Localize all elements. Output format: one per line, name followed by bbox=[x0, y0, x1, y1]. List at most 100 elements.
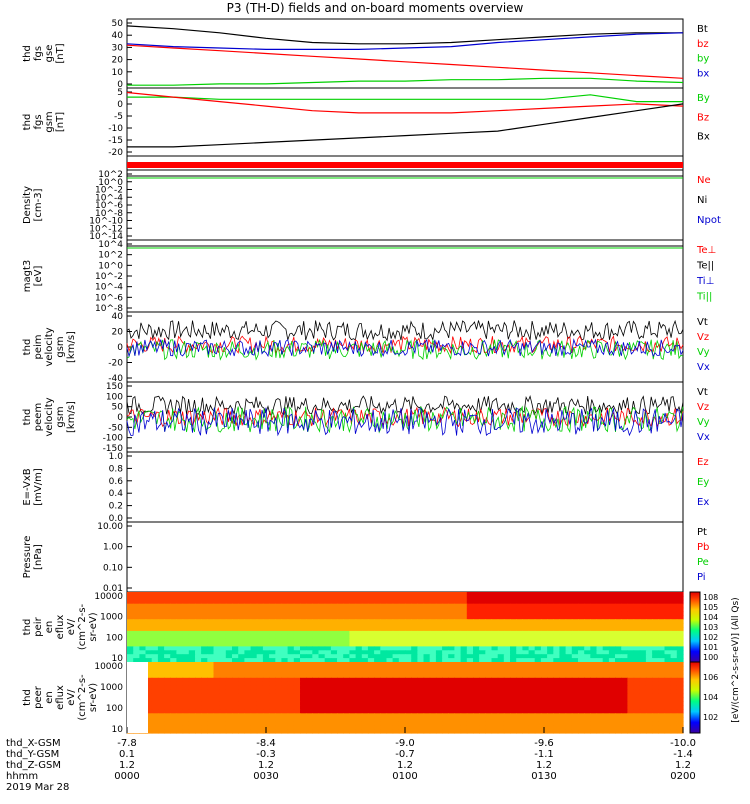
heatmap-cell bbox=[578, 709, 585, 714]
heatmap-cell bbox=[232, 611, 239, 616]
heatmap-cell bbox=[466, 709, 474, 714]
y-tick-label: 10^-12 bbox=[89, 224, 123, 234]
heatmap-cell bbox=[337, 638, 344, 644]
x-tick-label: 1.2 bbox=[119, 760, 135, 771]
heatmap-cell bbox=[361, 634, 369, 640]
heatmap-cell bbox=[584, 669, 591, 675]
heatmap-cell bbox=[645, 673, 653, 679]
heatmap-cell bbox=[578, 725, 585, 730]
heatmap-cell bbox=[658, 611, 666, 616]
heatmap-cell bbox=[287, 627, 295, 632]
heatmap-cell bbox=[466, 638, 474, 644]
heatmap-cell bbox=[639, 619, 647, 624]
heatmap-cell bbox=[522, 592, 530, 597]
heatmap-cell bbox=[547, 685, 554, 691]
heatmap-cell bbox=[528, 627, 536, 632]
heatmap-cell bbox=[590, 595, 598, 601]
heatmap-cell bbox=[528, 693, 536, 699]
heatmap-cell bbox=[201, 638, 208, 644]
heatmap-cell bbox=[571, 627, 579, 632]
heatmap-cell bbox=[213, 673, 221, 679]
heatmap-cell bbox=[602, 607, 610, 613]
heatmap-cell bbox=[460, 603, 468, 609]
heatmap-cell bbox=[244, 619, 252, 624]
heatmap-cell bbox=[256, 705, 264, 710]
heatmap-cell bbox=[460, 717, 468, 722]
heatmap-cell bbox=[633, 595, 641, 601]
legend-entry: Bt bbox=[697, 24, 708, 35]
heatmap-cell bbox=[182, 654, 190, 659]
heatmap-cell bbox=[176, 705, 184, 710]
heatmap-cell bbox=[188, 685, 196, 691]
heatmap-cell bbox=[522, 665, 530, 671]
heatmap-cell bbox=[411, 638, 418, 644]
heatmap-cell bbox=[676, 627, 684, 632]
heatmap-cell bbox=[553, 611, 561, 616]
heatmap-cell bbox=[380, 599, 388, 605]
heatmap-cell bbox=[293, 662, 301, 667]
y-axis-label: thd bbox=[22, 689, 33, 706]
heatmap-cell bbox=[423, 627, 431, 632]
series-line bbox=[126, 338, 684, 361]
heatmap-cell bbox=[127, 595, 134, 601]
heatmap-cell bbox=[367, 611, 375, 616]
heatmap-cell bbox=[516, 697, 523, 702]
heatmap-cell bbox=[522, 615, 530, 620]
heatmap-cell bbox=[627, 689, 635, 695]
heatmap-cell bbox=[318, 681, 326, 687]
heatmap-cell bbox=[442, 705, 449, 710]
heatmap-cell bbox=[534, 623, 542, 628]
heatmap-cell bbox=[491, 729, 499, 734]
heatmap-cell bbox=[596, 681, 604, 687]
heatmap-cell bbox=[664, 701, 672, 706]
heatmap-cell bbox=[590, 669, 598, 675]
heatmap-cell bbox=[405, 689, 412, 695]
heatmap-cell bbox=[207, 713, 215, 718]
heatmap-cell bbox=[207, 709, 215, 714]
heatmap-cell bbox=[442, 611, 449, 616]
heatmap-cell bbox=[300, 721, 307, 726]
heatmap-cell bbox=[386, 717, 394, 722]
heatmap-cell bbox=[584, 681, 591, 687]
heatmap-cell bbox=[324, 619, 332, 624]
heatmap-cell bbox=[448, 615, 455, 620]
heatmap-cell bbox=[435, 721, 443, 726]
heatmap-cell bbox=[473, 646, 480, 651]
heatmap-cell bbox=[133, 619, 140, 624]
heatmap-cell bbox=[676, 603, 684, 609]
heatmap-cell bbox=[621, 646, 628, 651]
heatmap-cell bbox=[232, 638, 239, 644]
heatmap-cell bbox=[337, 623, 344, 628]
heatmap-cell bbox=[565, 705, 573, 710]
heatmap-cell bbox=[312, 669, 320, 675]
heatmap-cell bbox=[670, 630, 678, 636]
heatmap-cell bbox=[355, 717, 363, 722]
heatmap-cell bbox=[355, 592, 363, 597]
heatmap-cell bbox=[491, 697, 499, 702]
heatmap-cell bbox=[256, 669, 264, 675]
heatmap-cell bbox=[293, 673, 301, 679]
heatmap-cell bbox=[553, 630, 561, 636]
heatmap-cell bbox=[127, 607, 134, 613]
heatmap-cell bbox=[219, 721, 227, 726]
heatmap-cell bbox=[176, 619, 184, 624]
heatmap-cell bbox=[485, 669, 493, 675]
heatmap-cell bbox=[466, 669, 474, 675]
heatmap-cell bbox=[157, 595, 165, 601]
heatmap-cell bbox=[497, 611, 505, 616]
heatmap-cell bbox=[188, 705, 196, 710]
heatmap-cell bbox=[608, 721, 616, 726]
heatmap-cell bbox=[522, 713, 530, 718]
heatmap-cell bbox=[503, 607, 511, 613]
heatmap-cell bbox=[553, 642, 561, 648]
heatmap-cell bbox=[670, 595, 678, 601]
heatmap-cell bbox=[293, 677, 301, 683]
heatmap-cell bbox=[448, 685, 455, 691]
heatmap-cell bbox=[497, 697, 505, 702]
heatmap-cell bbox=[269, 627, 276, 632]
heatmap-cell bbox=[157, 677, 165, 683]
heatmap-cell bbox=[491, 634, 499, 640]
heatmap-cell bbox=[596, 638, 604, 644]
heatmap-cell bbox=[306, 630, 313, 636]
